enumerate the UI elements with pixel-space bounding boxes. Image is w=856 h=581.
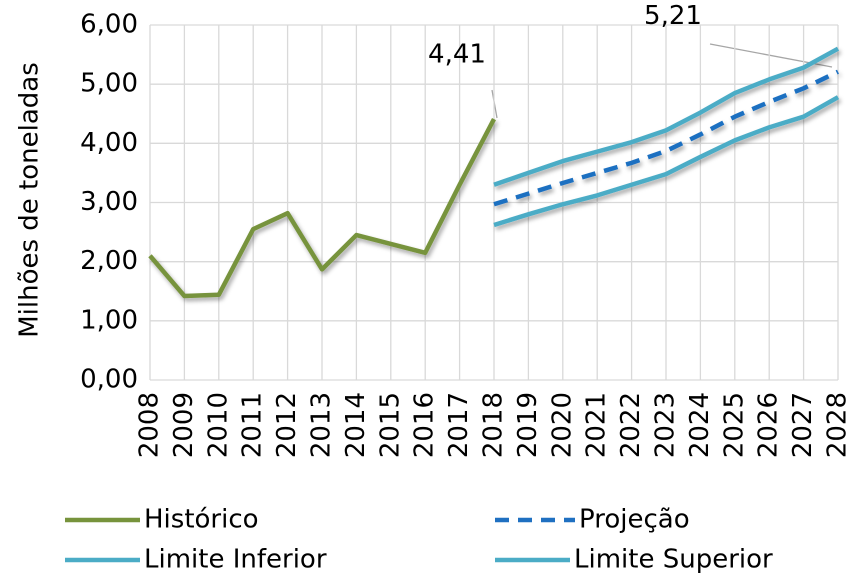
x-tick-label: 2022 (616, 392, 646, 458)
series-line (493, 95, 840, 228)
x-tick-label: 2018 (479, 392, 509, 458)
x-tick-label: 2026 (754, 392, 784, 458)
y-tick-label: 6,00 (80, 10, 138, 40)
series-line (148, 118, 496, 299)
y-tick-label: 0,00 (80, 365, 138, 395)
x-tick-label: 2027 (788, 392, 818, 458)
x-tick-label: 2020 (547, 392, 577, 458)
data-label: 5,21 (644, 1, 702, 31)
x-tick-label: 2014 (341, 392, 371, 458)
y-tick-label: 5,00 (80, 69, 138, 99)
legend-label: Histórico (144, 505, 259, 535)
x-tick-label: 2010 (203, 392, 233, 458)
x-tick-label: 2017 (444, 392, 474, 458)
series-line (493, 69, 839, 207)
y-tick-label: 4,00 (80, 128, 138, 158)
x-tick-label: 2023 (651, 392, 681, 458)
x-tick-label: 2016 (410, 392, 440, 458)
x-tick-label: 2024 (685, 392, 715, 458)
x-tick-label: 2015 (375, 392, 405, 458)
y-tick-label: 1,00 (80, 305, 138, 335)
y-tick-label: 2,00 (80, 246, 138, 276)
data-label: 4,41 (428, 40, 486, 70)
x-tick-label: 2021 (582, 392, 612, 458)
y-tick-label: 3,00 (80, 187, 138, 217)
x-tick-label: 2011 (238, 392, 268, 458)
x-tick-label: 2008 (135, 392, 165, 458)
x-tick-label: 2012 (272, 392, 302, 458)
x-tick-label: 2019 (513, 392, 543, 458)
legend-label: Limite Superior (574, 545, 773, 575)
legend-label: Projeção (579, 505, 690, 535)
x-tick-label: 2013 (307, 392, 337, 458)
series-line (493, 46, 840, 187)
x-tick-label: 2009 (169, 392, 199, 458)
x-tick-label: 2025 (719, 392, 749, 458)
legend-label: Limite Inferior (144, 545, 327, 575)
x-tick-label: 2028 (823, 392, 853, 458)
y-axis-label: Milhões de toneladas (15, 62, 45, 338)
